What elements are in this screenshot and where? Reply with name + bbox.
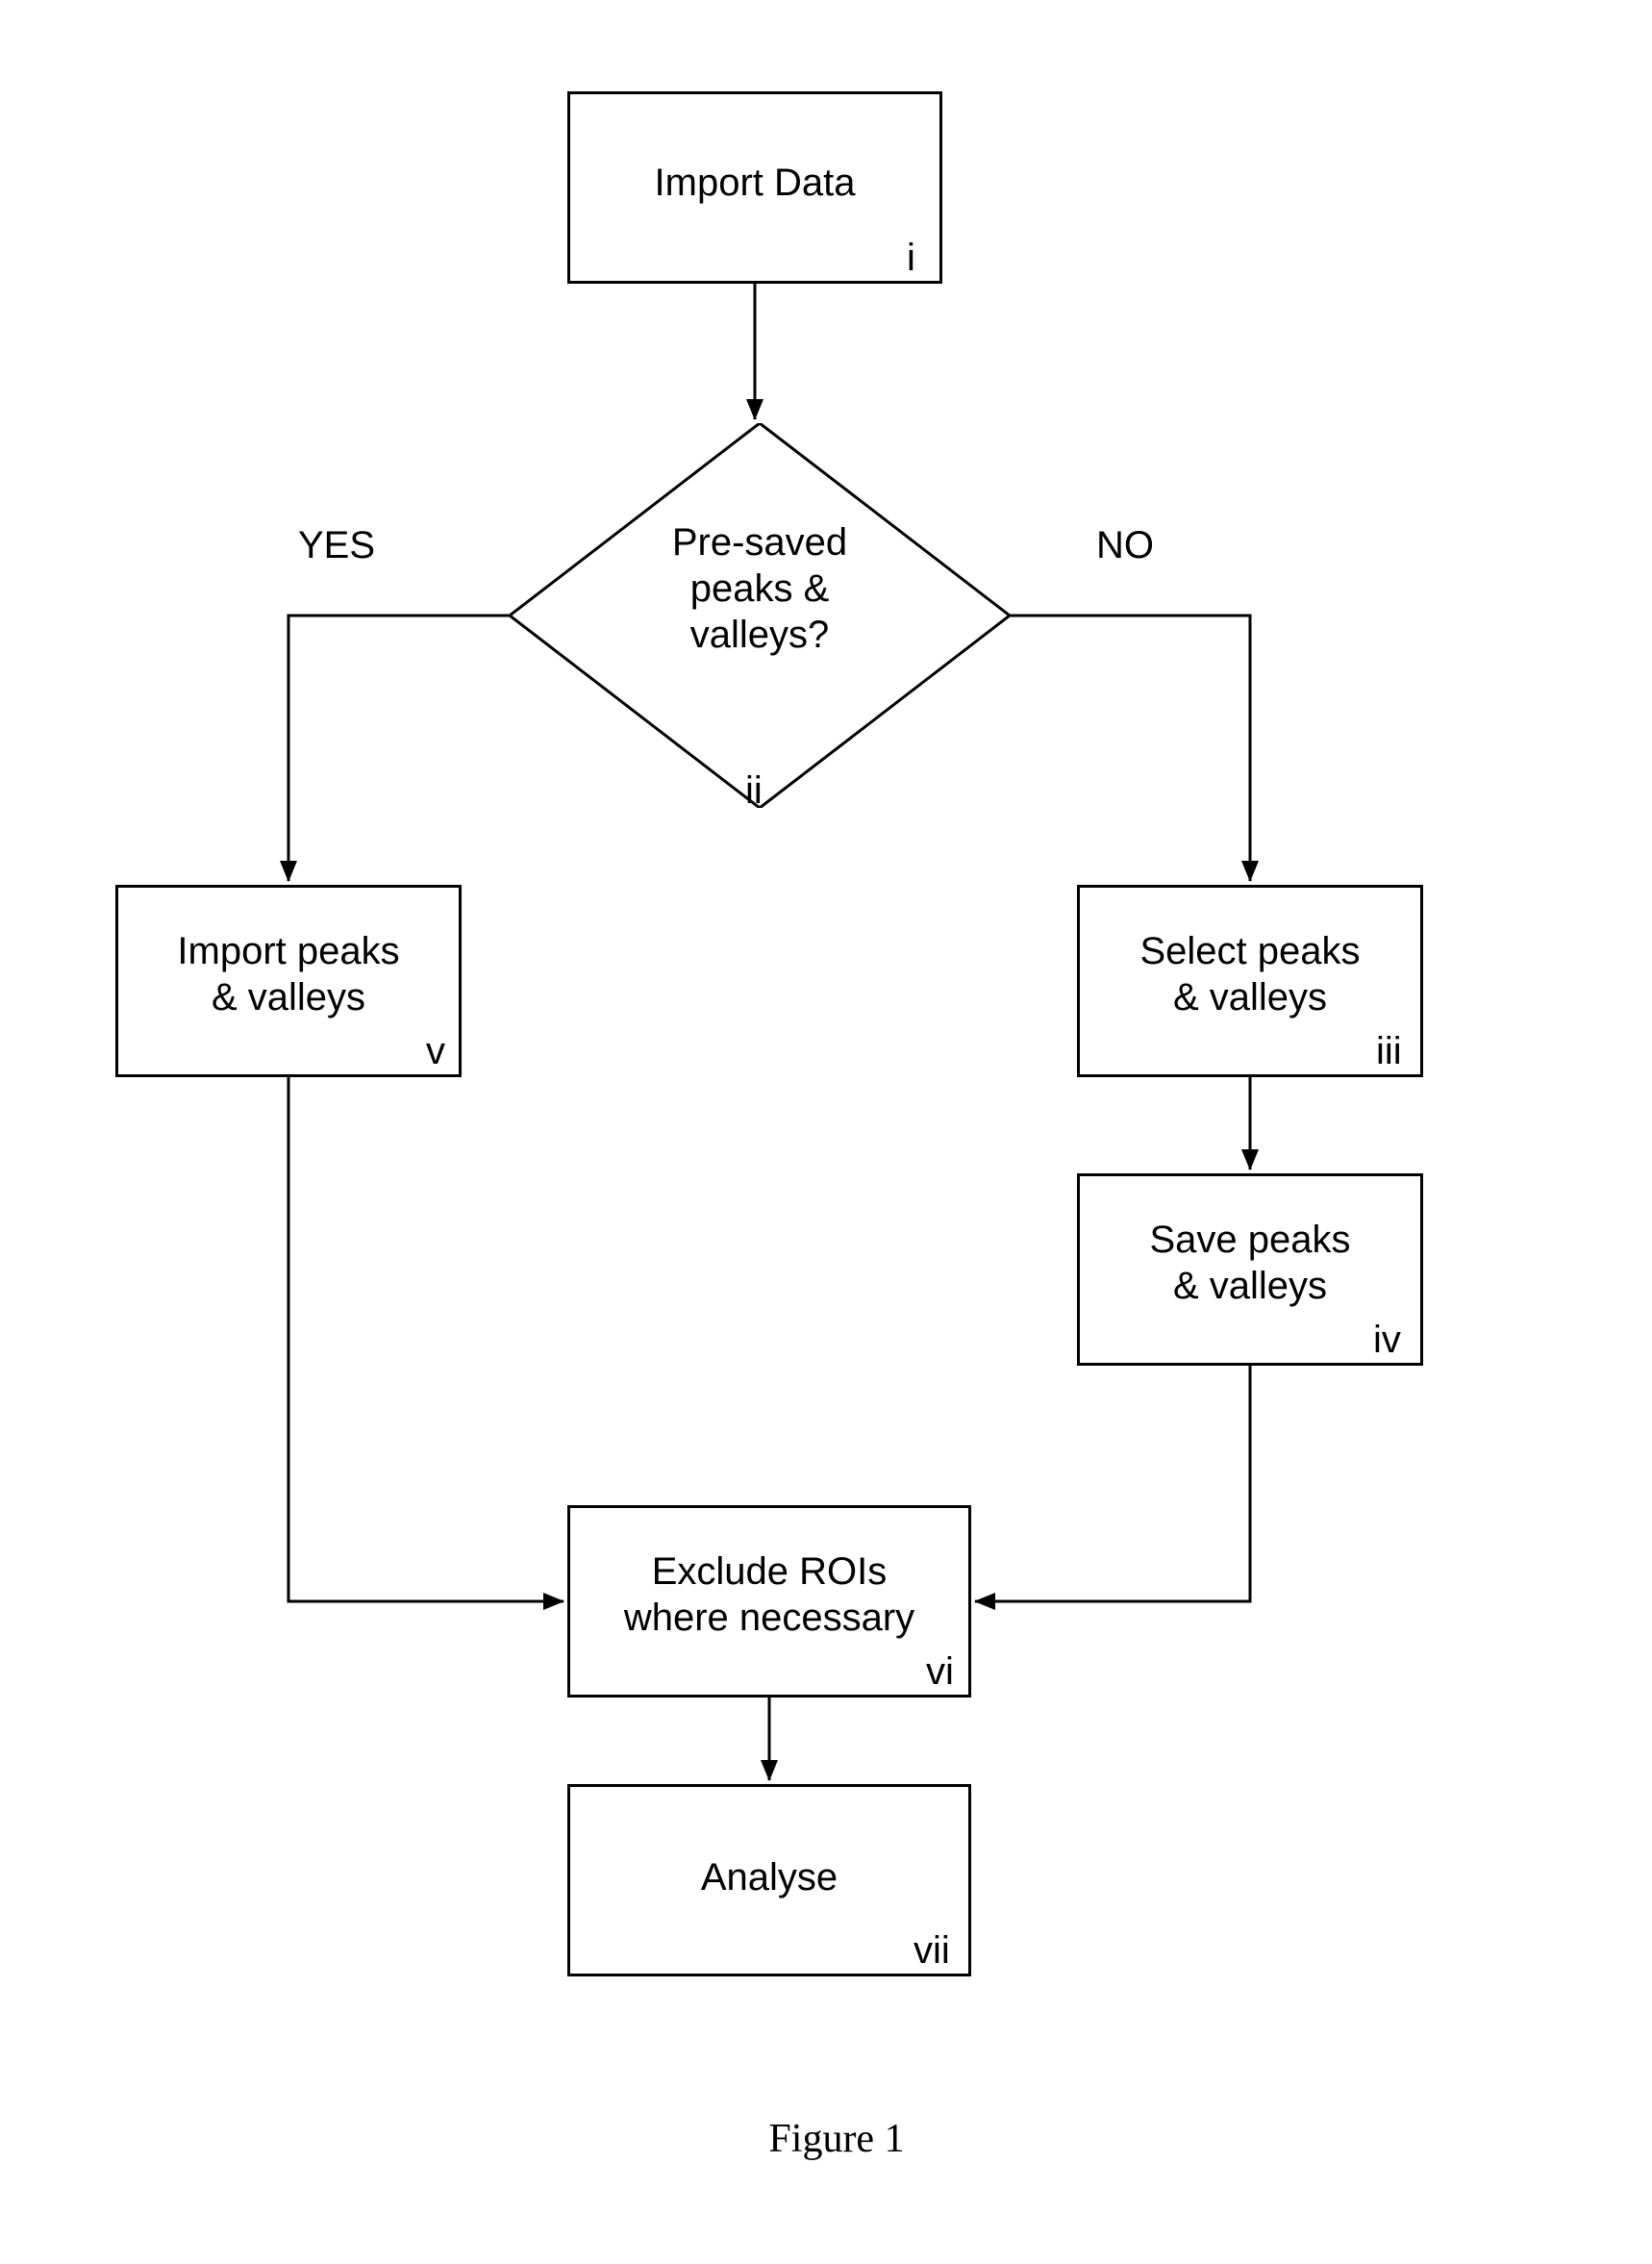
node-exclude-rois-label: Exclude ROIswhere necessary (570, 1548, 968, 1641)
node-save-peaks-corner: iv (1373, 1319, 1401, 1362)
flowchart-canvas: Import Data i Pre-savedpeaks &valleys? i… (0, 0, 1652, 2264)
edge-ii-yes-v (288, 616, 510, 881)
node-decision-presaved-corner: ii (745, 769, 763, 813)
node-exclude-rois: Exclude ROIswhere necessary vi (567, 1505, 971, 1698)
node-import-data-corner: i (907, 237, 915, 280)
edge-ii-no-iii (1010, 616, 1250, 881)
figure-caption: Figure 1 (740, 2116, 933, 2162)
node-import-data: Import Data i (567, 91, 942, 284)
edge-label-yes: YES (298, 524, 375, 567)
node-save-peaks: Save peaks& valleys iv (1077, 1173, 1423, 1366)
node-import-peaks-label: Import peaks& valleys (118, 928, 459, 1020)
edge-iv-to-vi (975, 1366, 1250, 1601)
node-import-peaks: Import peaks& valleys v (115, 885, 462, 1077)
edge-v-to-vi (288, 1077, 563, 1601)
node-analyse-label: Analyse (570, 1854, 968, 1900)
node-analyse: Analyse vii (567, 1784, 971, 1976)
node-select-peaks-corner: iii (1376, 1030, 1402, 1073)
node-analyse-corner: vii (914, 1929, 950, 1973)
node-import-data-label: Import Data (570, 160, 939, 206)
edge-label-no: NO (1096, 524, 1154, 567)
node-decision-presaved: Pre-savedpeaks &valleys? ii (510, 423, 1010, 808)
node-exclude-rois-corner: vi (926, 1650, 954, 1694)
node-decision-presaved-label: Pre-savedpeaks &valleys? (663, 519, 856, 658)
node-import-peaks-corner: v (426, 1030, 445, 1073)
node-select-peaks-label: Select peaks& valleys (1080, 928, 1420, 1020)
node-select-peaks: Select peaks& valleys iii (1077, 885, 1423, 1077)
node-save-peaks-label: Save peaks& valleys (1080, 1217, 1420, 1309)
